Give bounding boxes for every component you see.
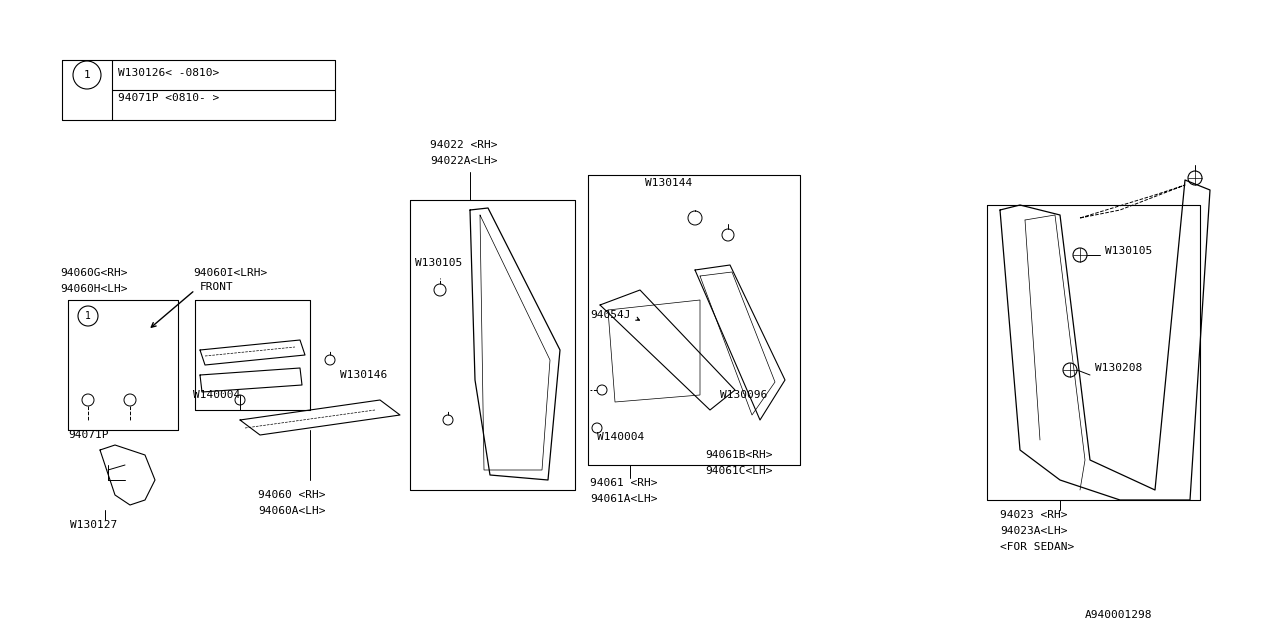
Text: 94060I<LRH>: 94060I<LRH> [193, 268, 268, 278]
Text: 94061C<LH>: 94061C<LH> [705, 466, 773, 476]
Text: 1: 1 [83, 70, 91, 80]
Text: W140004: W140004 [596, 432, 644, 442]
Text: W130146: W130146 [340, 370, 388, 380]
Text: W140004: W140004 [193, 390, 241, 400]
Text: W130144: W130144 [645, 178, 692, 188]
Text: <FOR SEDAN>: <FOR SEDAN> [1000, 542, 1074, 552]
Text: 94071P: 94071P [68, 430, 109, 440]
Text: W130096: W130096 [719, 390, 767, 400]
Text: 94060H<LH>: 94060H<LH> [60, 284, 128, 294]
Text: 94023A<LH>: 94023A<LH> [1000, 526, 1068, 536]
Text: 94023 <RH>: 94023 <RH> [1000, 510, 1068, 520]
Text: W130105: W130105 [1105, 246, 1152, 256]
Text: 94060 <RH>: 94060 <RH> [259, 490, 325, 500]
Text: 94022 <RH>: 94022 <RH> [430, 140, 498, 150]
Text: 94061 <RH>: 94061 <RH> [590, 478, 658, 488]
Text: 94022A<LH>: 94022A<LH> [430, 156, 498, 166]
Text: 94060G<RH>: 94060G<RH> [60, 268, 128, 278]
Text: 94061A<LH>: 94061A<LH> [590, 494, 658, 504]
Text: 94061B<RH>: 94061B<RH> [705, 450, 773, 460]
Text: 1: 1 [84, 311, 91, 321]
Text: W130127: W130127 [70, 520, 118, 530]
Text: FRONT: FRONT [200, 282, 234, 292]
Text: W130126< -0810>: W130126< -0810> [118, 68, 219, 78]
Text: W130105: W130105 [415, 258, 462, 268]
Text: 94060A<LH>: 94060A<LH> [259, 506, 325, 516]
Text: 94054J: 94054J [590, 310, 631, 320]
Text: A940001298: A940001298 [1085, 610, 1152, 620]
Text: 94071P <0810- >: 94071P <0810- > [118, 93, 219, 103]
Text: W130208: W130208 [1094, 363, 1142, 373]
